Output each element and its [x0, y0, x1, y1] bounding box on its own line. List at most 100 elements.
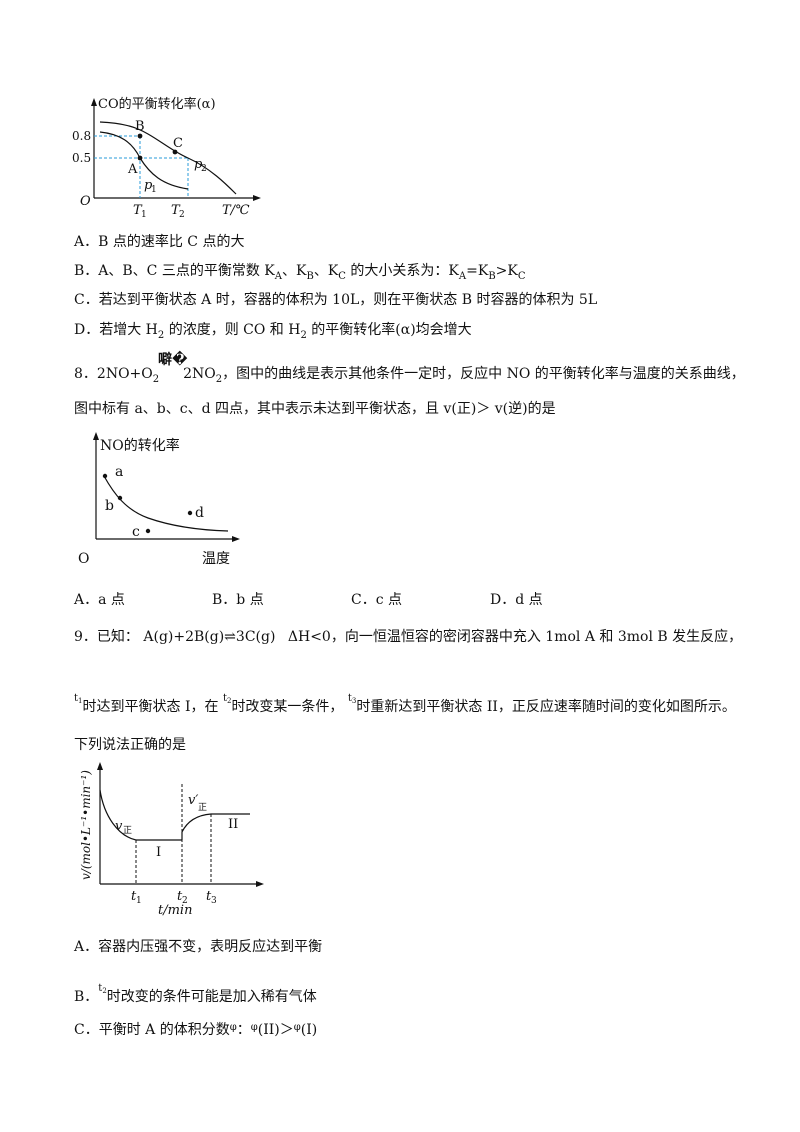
q9-option-a: A．容器内压强不变，表明反应达到平衡	[74, 939, 323, 955]
q9-curve-before	[99, 789, 137, 841]
q8-x-arrow	[232, 536, 240, 542]
q7-tick-08: 0.8	[72, 129, 91, 143]
q7-option-b-mid4: =K	[466, 263, 489, 279]
q9-option-c-pre: C．平衡时 A 的体积分数	[74, 1022, 230, 1038]
q9-dh: ΔH<0	[287, 629, 331, 645]
q7-option-b-sub-c: C	[338, 270, 346, 282]
q9-x-arrow	[256, 881, 264, 887]
q9-region-2: II	[228, 817, 238, 832]
q7-tick-t2-sub: 2	[179, 210, 185, 220]
q8-ylabel: NO的转化率	[100, 437, 180, 454]
q9-curve-after	[181, 813, 212, 833]
q7-xlabel: T/℃	[222, 203, 250, 218]
q7-point-c	[172, 149, 178, 155]
q8-point-c-label: c	[132, 524, 140, 540]
q7-tick-t1-sub: 1	[141, 210, 147, 220]
q7-y-arrow	[91, 98, 97, 106]
q7-tick-t1: T	[133, 203, 143, 218]
q8-stem-sub1: 2	[152, 373, 160, 385]
q7-option-b-pre: B．A、B、C 三点的平衡常数 K	[74, 263, 275, 279]
q8-option-b: B．b 点	[212, 592, 264, 608]
q7-tick-t2: T	[171, 203, 181, 218]
q9-option-b: B．t2时改变的条件可能是加入稀有气体	[74, 980, 317, 1006]
q9-tick-t2-sub: 2	[182, 896, 188, 906]
q9-option-b-t-sub: 2	[102, 987, 107, 995]
q9-ylabel: v/(mol•L⁻¹•min⁻¹)	[79, 770, 93, 880]
q7-option-d-sub2: 2	[300, 329, 307, 341]
q9-stem-line1: 9．已知： A(g)+2B(g)⇌3C(g) ΔH<0，向一恒温恒容的密闭容器中…	[74, 628, 742, 646]
q7-option-d-pre: D．若增大 H	[74, 322, 158, 338]
q9-v-label: v	[115, 819, 123, 834]
q8-curve	[103, 475, 229, 532]
q9-option-c-i: (I)	[300, 1022, 318, 1038]
q8-point-a-label: a	[115, 464, 123, 480]
q7-option-b: B．A、B、C 三点的平衡常数 KA、KB、KC 的大小关系为：KA=KB>KC	[74, 262, 526, 286]
q7-option-b-sub-a: A	[274, 270, 282, 282]
q7-curve-p1-sub: 1	[151, 185, 157, 195]
q9-equation: A(g)+2B(g)⇌3C(g)	[143, 629, 276, 645]
q7-curve-p1-label: p	[144, 178, 153, 193]
q7-point-a	[137, 155, 143, 161]
q9-t1: t	[74, 693, 79, 704]
q9-num: 9．已知：	[74, 629, 139, 645]
q7-ylabel: CO的平衡转化率(α)	[98, 96, 216, 112]
q8-option-c: C．c 点	[351, 592, 403, 608]
q8-point-b-label: b	[105, 498, 114, 514]
q9-region-1: I	[156, 845, 161, 860]
q9-chart: v/(mol•L⁻¹•min⁻¹) v 正 v′ 正 I II t 1 t 2 …	[79, 762, 264, 918]
q8-point-d	[187, 510, 193, 516]
q8-chart: NO的转化率 a b c d O 温度	[78, 432, 240, 567]
q7-option-d: D．若增大 H2 的浓度，则 CO 和 H2 的平衡转化率(α)均会增大	[74, 321, 472, 345]
q9-y-arrow	[97, 762, 103, 770]
q9-line2-a: 时达到平衡状态 I，在	[82, 699, 219, 715]
q9-option-c-mid: ：	[236, 1022, 251, 1038]
q7-option-d-sub1: 2	[157, 329, 165, 341]
q9-line2-c: 时重新达到平衡状态 II，正反应速率随时间的变化如图所示。	[356, 699, 736, 715]
q8-xlabel: 温度	[202, 551, 230, 567]
q7-option-c: C．若达到平衡状态 A 时，容器的体积为 10L，则在平衡状态 B 时容器的体积…	[74, 292, 598, 308]
q8-origin: O	[78, 551, 89, 567]
q7-option-d-post: 的平衡转化率(α)均会增大	[306, 322, 472, 338]
q7-option-b-sub-a2: A	[458, 270, 467, 282]
q8-stem-mid: 2NO	[183, 366, 216, 382]
q9-tick-t2: t	[177, 889, 183, 904]
q9-v2-sub: 正	[198, 803, 207, 813]
q9-stem-post: ，向一恒温恒容的密闭容器中充入 1mol A 和 3mol B 发生反应，	[330, 629, 743, 645]
q9-option-b-post: 时改变的条件可能是加入稀有气体	[106, 989, 317, 1005]
q7-curve-p2-label: p	[194, 157, 203, 172]
q9-v-sub: 正	[123, 826, 132, 836]
q9-stem-line2: t1时达到平衡状态 I，在 t2时改变某一条件， t3时重新达到平衡状态 II，…	[74, 690, 736, 716]
q8-point-b	[117, 495, 123, 501]
q7-option-b-mid5: >K	[495, 263, 518, 279]
q7-option-b-mid3: 的大小关系为：K	[345, 263, 459, 279]
q7-point-b-label: B	[135, 119, 145, 134]
q7-point-a-label: A	[127, 162, 138, 177]
q7-chart: CO的平衡转化率(α) 0.8 0.5 O B C A p 1 p 2 T 1 …	[72, 96, 261, 220]
q9-option-c: C．平衡时 A 的体积分数φ：φ(II)＞φ(I)	[74, 1019, 317, 1039]
q7-option-d-mid: 的浓度，则 CO 和 H	[164, 322, 301, 338]
q7-curve-p2-sub: 2	[201, 164, 207, 174]
q8-stem-pre: 8．2NO+O	[74, 366, 153, 382]
q9-tick-t3: t	[206, 889, 212, 904]
q8-stem-line1: 8．2NO+O2 2NO2，图中的曲线是表示其他条件一定时，反应中 NO 的平衡转…	[74, 365, 745, 389]
q9-option-c-phi3: φ	[293, 1022, 301, 1033]
q9-option-b-pre: B．	[74, 989, 99, 1005]
q7-tick-05: 0.5	[72, 151, 91, 165]
q7-curve-p2	[99, 121, 237, 195]
q7-point-b	[137, 133, 143, 139]
q7-x-arrow	[253, 195, 261, 201]
q9-xlabel: t/min	[158, 903, 192, 918]
q9-option-c-ii: (II)＞	[257, 1022, 294, 1038]
q8-y-arrow	[93, 432, 99, 440]
q7-option-b-mid2: 、K	[313, 263, 339, 279]
q9-t3-sub: 3	[351, 697, 357, 705]
q8-option-a: A．a 点	[74, 592, 125, 608]
q8-point-c	[145, 528, 151, 534]
q8-option-d: D．d 点	[490, 592, 543, 608]
q8-stem-sub2: 2	[215, 373, 223, 385]
q9-v2-label: v′	[188, 793, 198, 808]
q8-arrow-glyph: 噼�	[158, 352, 188, 368]
q7-option-b-mid1: 、K	[282, 263, 307, 279]
q9-option-c-phi2: φ	[250, 1022, 258, 1033]
q8-stem-post: ，图中的曲线是表示其他条件一定时，反应中 NO 的平衡转化率与温度的关系曲线，	[222, 366, 745, 382]
